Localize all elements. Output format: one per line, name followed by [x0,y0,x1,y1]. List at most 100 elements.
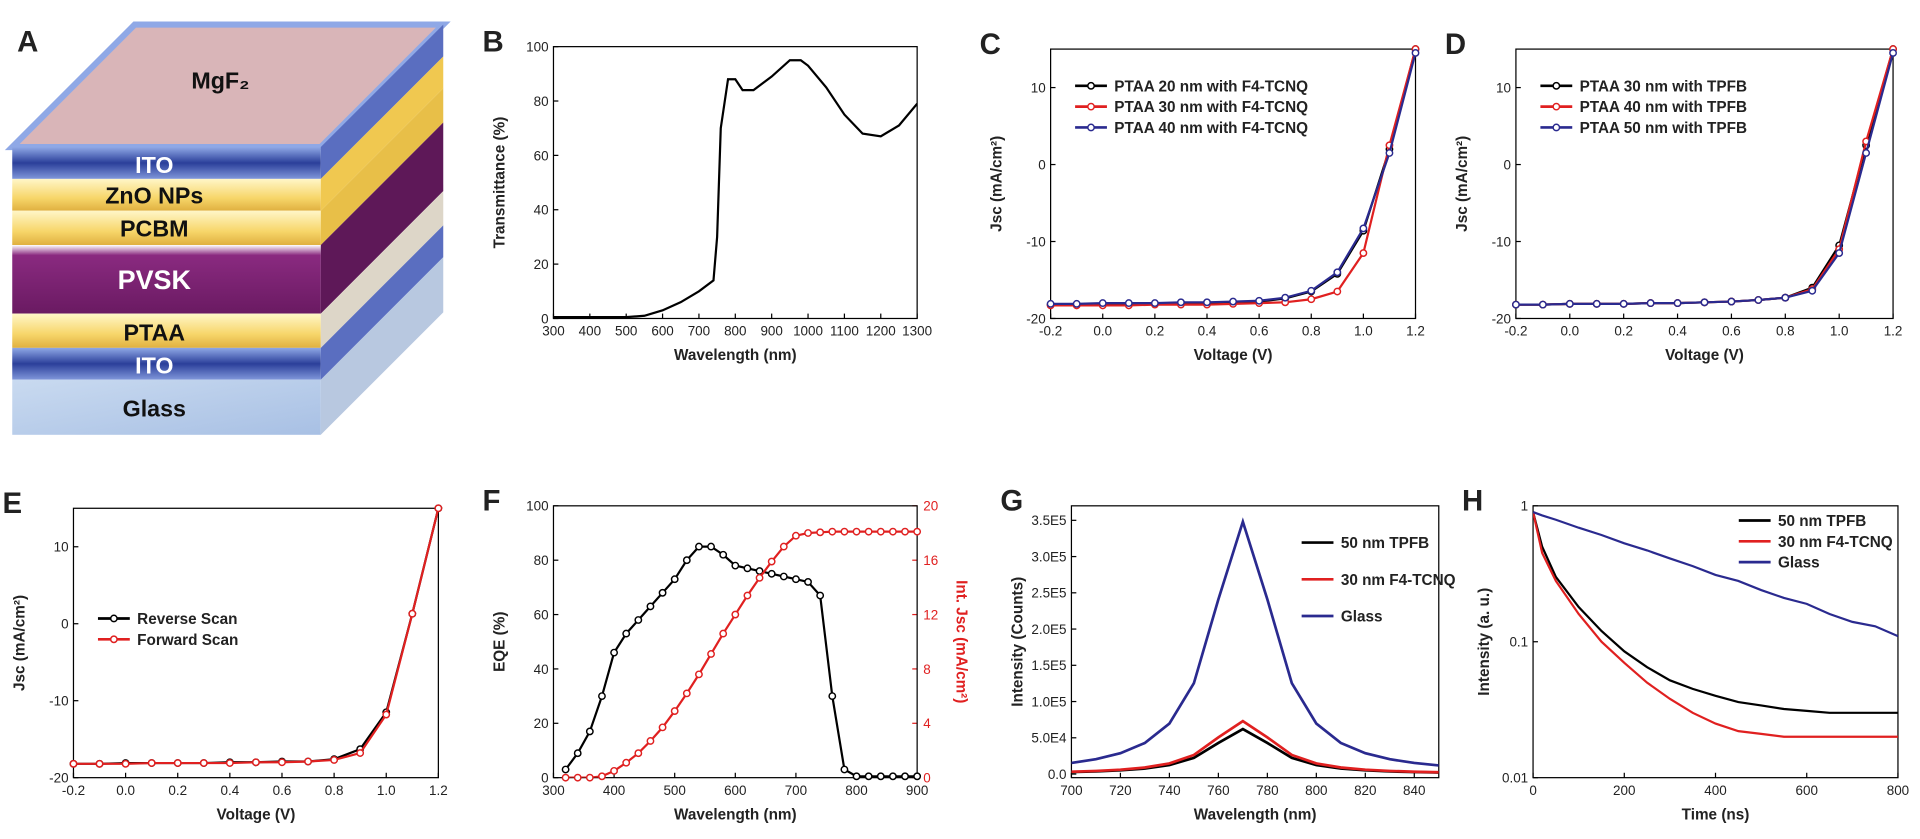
panel-label: C [980,28,1001,61]
data-point [634,749,643,758]
data-point [1889,49,1897,57]
y2-axis-label: Int. Jsc (mA/cm²) [952,580,969,703]
data-point [95,759,104,768]
y-tick-label: 0.01 [1502,771,1528,786]
layer-label: ZnO NPs [105,182,203,208]
y-tick-label: 0.1 [1509,635,1528,650]
x-axis-label: Wavelength (nm) [674,347,797,364]
data-point [707,650,715,658]
layer-stack: A MgF₂ ITO ZnO NPs PCBM PVSK PTAA ITO [4,21,451,435]
x-tick-label: 780 [1256,783,1278,798]
y-axis-label: Jsc (mA/cm²) [1454,136,1471,232]
x-tick-label: 500 [615,324,637,339]
data-point [1754,296,1763,304]
y2-tick-label: 12 [923,607,938,622]
data-point [901,772,909,781]
x-tick-label: 760 [1207,783,1229,798]
data-point [913,527,922,536]
y-axis-label: Jsc (mA/cm²) [989,136,1006,232]
x-tick-label: 900 [760,324,782,339]
legend-label: 50 nm TPFB [1341,535,1429,552]
layer: ITO [12,24,444,179]
legend-marker [1552,123,1561,132]
data-point [1203,298,1211,307]
series-line [565,530,918,778]
data-point [719,550,728,559]
data-point [1619,299,1628,308]
x-tick-label: 0.0 [116,783,135,798]
x-tick-label: 0.4 [1198,324,1217,339]
legend-marker [1552,81,1561,90]
legend-label: PTAA 40 nm with TPFB [1580,99,1747,116]
legend-label: Glass [1778,555,1820,572]
y-axis-label: Jsc (mA/cm²) [11,595,28,691]
y2-tick-label: 20 [923,499,938,514]
y-axis-label: Intensity (a. u.) [1476,588,1493,696]
data-point [767,557,776,566]
y-tick-label: -20 [1492,311,1511,326]
data-point [1565,299,1574,308]
layer: PCBM [12,88,444,246]
data-point [682,556,691,565]
x-tick-label: 0.4 [1668,324,1687,339]
data-point [646,602,655,611]
legend-marker [1087,81,1095,90]
data-point [792,575,800,584]
legend-marker [109,614,118,623]
data-point [658,723,667,732]
chart-panel: H 0 200 400 600 800 0.01 0.1 1 Time (ns) Intensity… [1462,485,1909,824]
x-tick-label: 1.2 [1884,324,1903,339]
data-point [1098,299,1107,308]
plot-frame [1532,505,1899,779]
data-point [743,564,752,573]
data-point [779,572,788,581]
data-point [888,772,897,781]
x-tick-label: -0.2 [1504,324,1527,339]
x-tick-label: 800 [1887,783,1909,798]
data-point [804,529,812,537]
data-point [1124,299,1133,308]
x-tick-label: -0.2 [1039,324,1062,339]
data-point [864,527,873,536]
x-tick-label: 0.6 [1250,324,1269,339]
data-point [1072,299,1081,308]
x-tick-label: 1300 [902,324,932,339]
y-tick-label: 60 [534,607,549,622]
y-tick-label: 80 [534,553,549,568]
legend-label: PTAA 50 nm with TPFB [1580,120,1747,137]
layer-label: PVSK [118,265,192,295]
y-axis-label: Intensity (Counts) [1009,577,1026,707]
panel-label: H [1462,485,1483,518]
x-tick-label: 720 [1109,783,1131,798]
series-line [1071,719,1439,774]
plot-frame [1515,48,1894,320]
series-line [73,508,439,765]
chart-panel: B 300 400 500 600 700 800 900 1000 1100 1200 1300 0 2… [482,26,932,365]
legend-label: PTAA 40 nm with F4-TCNQ [1114,120,1308,137]
x-tick-label: 0.6 [1722,324,1741,339]
data-point [622,629,631,638]
y-tick-label: 40 [534,662,549,677]
data-point [1727,297,1736,306]
x-tick-label: 700 [688,324,710,339]
y-tick-label: 3.5E5 [1031,513,1066,528]
data-point [1255,296,1264,305]
x-tick-label: 0.8 [1302,324,1321,339]
x-tick-label: 300 [542,783,564,798]
panel-label: E [2,487,22,520]
y-axis-label: Transmittance (%) [491,117,508,249]
data-point [670,575,679,584]
panel-label: B [482,26,503,59]
y-tick-label: 40 [534,203,549,218]
chart-panel: C -0.2 0.0 0.2 0.4 0.6 0.8 1.0 1.2 -20 -10 0 10 Volta… [980,28,1425,364]
y2-tick-label: 8 [923,662,930,677]
data-point [840,765,849,774]
x-axis-label: Voltage (V) [1194,347,1273,364]
layer-label: Glass [123,395,186,421]
legend-marker [1087,102,1095,111]
data-point [804,578,812,586]
data-point [1592,299,1601,308]
series-line [1533,511,1898,638]
data-point [573,749,582,758]
data-point [356,749,365,757]
